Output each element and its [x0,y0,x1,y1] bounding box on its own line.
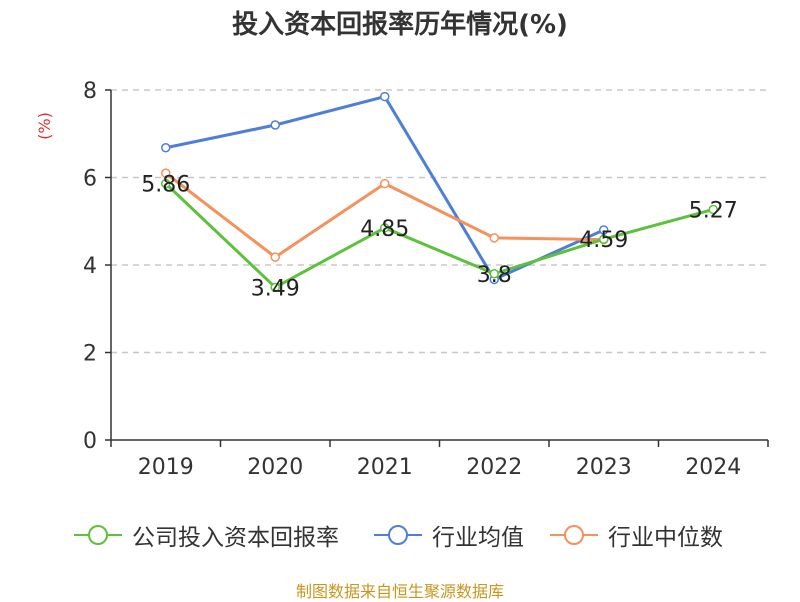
legend-label: 公司投入资本回报率 [132,525,339,551]
data-point [380,223,390,233]
x-tick-label: 2020 [247,455,303,480]
data-point [708,204,718,215]
data-label: 5.27 [689,198,738,223]
y-tick-label: 8 [83,79,97,104]
x-tick-label: 2023 [576,455,632,480]
chart-title: 投入资本回报率历年情况(%) [232,10,568,40]
series-line [164,182,714,289]
legend-item-industry-median[interactable]: 行业中位数 [548,520,723,551]
data-point [161,143,171,153]
legend-marker-blue [374,525,422,545]
legend-marker-green [74,525,122,545]
x-tick-label: 2019 [138,455,194,480]
y-tick-label: 4 [83,254,97,279]
legend-label: 行业均值 [432,525,524,551]
legend-label: 行业中位数 [608,525,723,551]
data-point [380,91,390,102]
data-point [489,233,499,243]
data-point [161,178,171,189]
data-point [380,178,390,189]
x-tick-label: 2024 [685,455,741,480]
data-label: 4.85 [360,217,409,242]
data-point [161,168,171,178]
data-label: 3.49 [251,276,300,301]
data-label: 4.59 [579,228,628,253]
data-point [489,269,499,279]
data-point [599,234,609,244]
data-point [270,120,280,130]
data-point [270,252,280,262]
data-point [599,225,609,235]
y-tick-label: 6 [83,167,97,192]
x-tick-label: 2022 [466,455,522,480]
data-label: 3.8 [477,263,512,288]
axes: 0 2 4 6 8 2019 2020 2021 2022 2023 2024 [83,79,769,480]
data-point [270,282,280,293]
legend-marker-orange [550,525,598,545]
legend-item-company-roic[interactable]: 公司投入资本回报率 [72,520,339,551]
x-tick-label: 2021 [357,455,413,480]
y-tick-label: 0 [83,429,97,454]
data-label: 5.86 [141,173,190,198]
source-note: 制图数据来自恒生聚源数据库 [295,582,504,601]
y-tick-label: 2 [83,342,97,367]
legend-item-industry-mean[interactable]: 行业均值 [372,520,524,551]
series-layer [161,91,718,293]
y-axis-label: (%) [35,112,54,140]
data-labels: 5.86 3.49 4.85 3.8 4.59 5.27 [141,173,737,302]
